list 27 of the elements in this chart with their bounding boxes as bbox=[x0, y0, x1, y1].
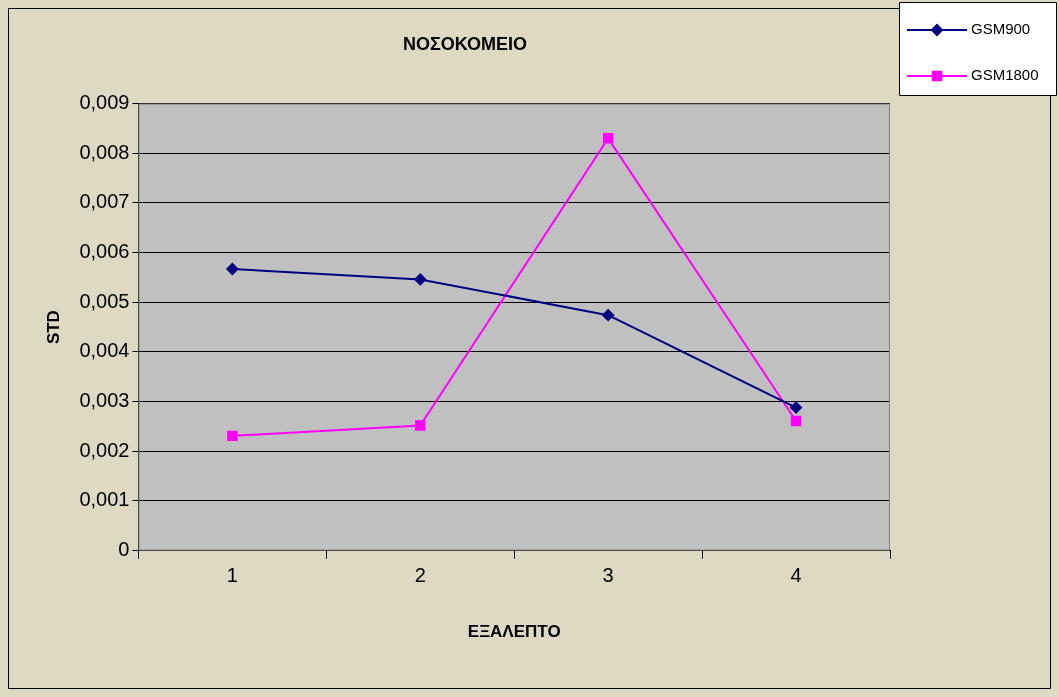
y-tick-label: 0,005 bbox=[79, 289, 130, 312]
point bbox=[415, 420, 426, 431]
y-tick-label: 0,008 bbox=[79, 140, 130, 163]
x-tick-label: 2 bbox=[414, 564, 426, 587]
point bbox=[227, 430, 238, 442]
x-tick-label: 4 bbox=[790, 564, 802, 587]
y-tick-label: 0,003 bbox=[79, 389, 130, 412]
point bbox=[414, 273, 427, 286]
legend-label: GSM900 bbox=[971, 20, 1031, 38]
y-tick-label: 0,002 bbox=[79, 438, 130, 461]
point bbox=[226, 262, 239, 275]
point bbox=[790, 415, 802, 427]
point bbox=[790, 401, 803, 414]
legend-label: GSM1800 bbox=[971, 66, 1039, 84]
x-axis-title: ΕΞΑΛΕΠΤΟ bbox=[467, 622, 561, 642]
x-tick-label: 3 bbox=[602, 564, 614, 587]
x-tick-label: 1 bbox=[226, 564, 238, 587]
y-tick-label: 0 bbox=[118, 538, 130, 561]
y-axis-title: STD bbox=[43, 310, 63, 345]
point bbox=[602, 133, 614, 144]
y-tick-label: 0,006 bbox=[79, 240, 130, 263]
y-tick-label: 0,009 bbox=[79, 91, 130, 114]
y-tick-label: 0,004 bbox=[79, 339, 130, 362]
chart-title: ΝΟΣΟΚΟΜΕΙΟ bbox=[403, 33, 527, 54]
point bbox=[602, 309, 615, 322]
y-tick-label: 0,007 bbox=[79, 190, 130, 213]
y-tick-label: 0,001 bbox=[79, 488, 130, 511]
